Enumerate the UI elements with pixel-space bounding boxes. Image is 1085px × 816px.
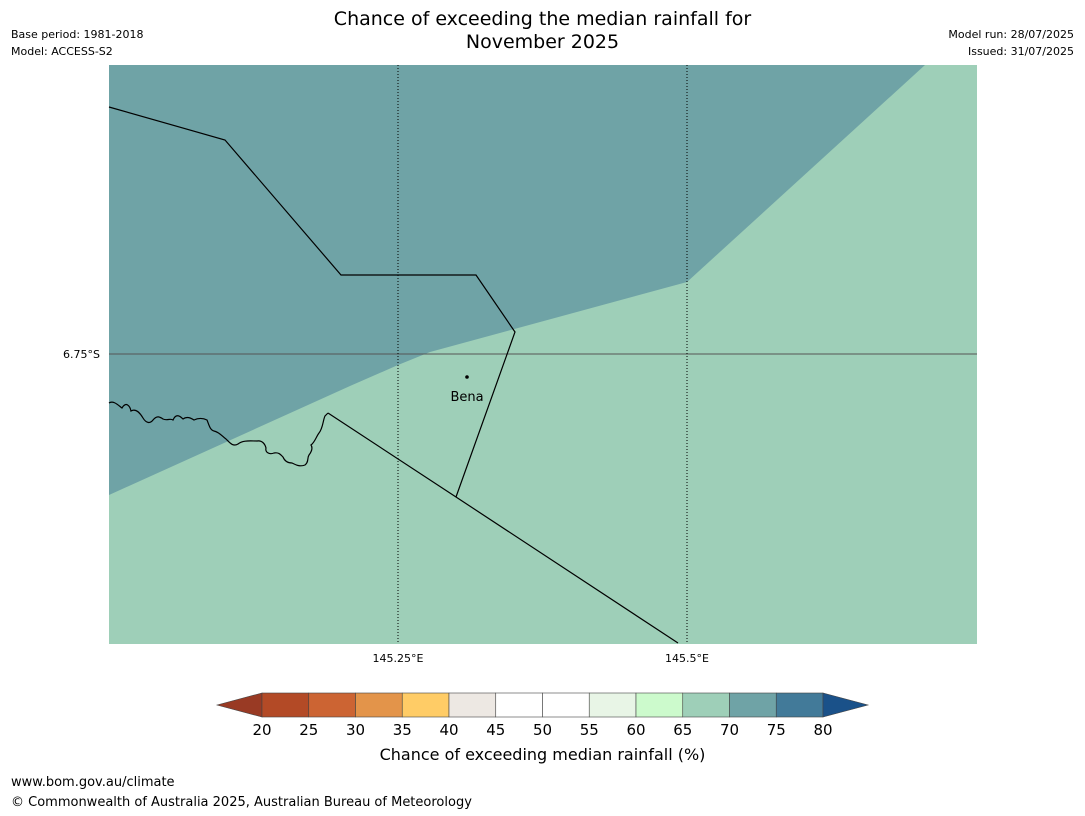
colorbar-tick-label: 25 [299, 721, 318, 739]
base-period-text: Base period: 1981-2018 [11, 28, 144, 41]
footer-copyright: © Commonwealth of Australia 2025, Austra… [11, 795, 472, 810]
chart-title: Chance of exceeding the median rainfall … [200, 8, 885, 54]
colorbar-tick-label: 35 [393, 721, 412, 739]
colorbar-segment [401, 692, 450, 718]
colorbar-tick-label: 60 [626, 721, 645, 739]
colorbar-tick-label: 75 [767, 721, 786, 739]
colorbar-segment [495, 692, 543, 718]
river-boundary [108, 401, 329, 467]
colorbar-segment [729, 692, 777, 718]
metadata-left: Base period: 1981-2018 Model: ACCESS-S2 [11, 26, 143, 60]
model-text: Model: ACCESS-S2 [11, 45, 113, 58]
colorbar-tick-label: 20 [252, 721, 271, 739]
lon-label-145-25e: 145.25°E [373, 652, 424, 665]
colorbar-tick-label: 55 [580, 721, 599, 739]
colorbar-segment [635, 692, 684, 718]
title-line-1: Chance of exceeding the median rainfall … [333, 8, 752, 30]
colorbar-segment [682, 692, 730, 718]
colorbar-segment [261, 692, 310, 718]
lon-label-145-5e: 145.5°E [665, 652, 709, 665]
footer-url[interactable]: www.bom.gov.au/climate [11, 775, 175, 790]
colorbar-title: Chance of exceeding median rainfall (%) [379, 745, 706, 764]
boundary-line-north [108, 106, 516, 498]
colorbar-tick-label: 65 [673, 721, 692, 739]
lat-label-6-75s: 6.75°S [63, 348, 100, 361]
colorbar-segment [308, 692, 356, 718]
colorbar-segment [355, 692, 403, 718]
issued-text: Issued: 31/07/2025 [967, 45, 1074, 58]
colorbar-segment [448, 692, 497, 718]
title-line-2: November 2025 [465, 31, 620, 53]
colorbar: 20 25 30 35 40 45 50 55 60 65 70 75 80 [215, 692, 870, 739]
bena-marker[interactable] [465, 375, 469, 379]
colorbar-segment [775, 692, 824, 718]
bena-label: Bena [450, 390, 483, 405]
colorbar-tick-label: 80 [813, 721, 832, 739]
colorbar-tick-label: 50 [533, 721, 552, 739]
colorbar-segment [588, 692, 637, 718]
colorbar-tick-label: 30 [346, 721, 365, 739]
colorbar-tick-label: 40 [439, 721, 458, 739]
colorbar-extend-high [822, 692, 870, 718]
colorbar-tick-label: 70 [720, 721, 739, 739]
metadata-right: Model run: 28/07/2025 Issued: 31/07/2025 [948, 26, 1074, 60]
region-upper-left [109, 65, 925, 495]
colorbar-segment [542, 692, 590, 718]
model-run-text: Model run: 28/07/2025 [948, 28, 1074, 41]
colorbar-extend-low [215, 692, 263, 718]
boundary-line-south [327, 412, 679, 644]
colorbar-tick-label: 45 [486, 721, 505, 739]
